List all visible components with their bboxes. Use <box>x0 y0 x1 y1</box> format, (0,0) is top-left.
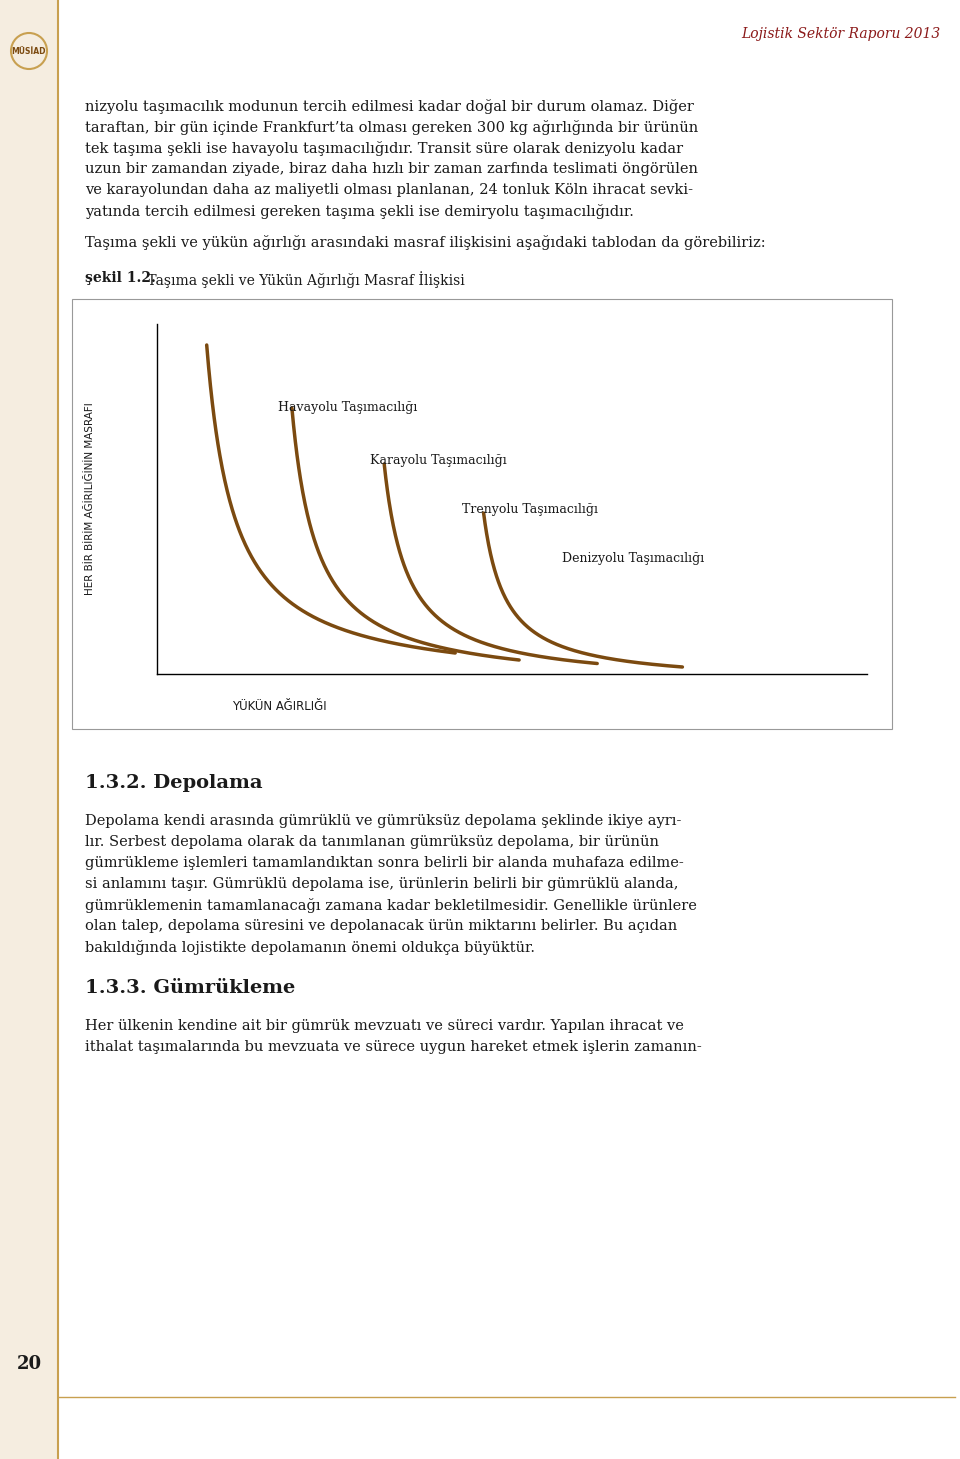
Text: 20: 20 <box>16 1355 41 1373</box>
Text: Lojistik Sektör Raporu 2013: Lojistik Sektör Raporu 2013 <box>741 28 940 41</box>
Text: ithalat taşımalarında bu mevzuata ve sürece uygun hareket etmek işlerin zamanın-: ithalat taşımalarında bu mevzuata ve sür… <box>85 1040 702 1053</box>
Bar <box>72 299 892 730</box>
Text: şekil 1.2.: şekil 1.2. <box>85 271 156 285</box>
Text: gümrükleme işlemleri tamamlandıktan sonra belirli bir alanda muhafaza edilme-: gümrükleme işlemleri tamamlandıktan sonr… <box>85 856 684 870</box>
Text: ve karayolundan daha az maliyetli olması planlanan, 24 tonluk Köln ihracat sevki: ve karayolundan daha az maliyetli olması… <box>85 182 693 197</box>
Text: nizyolu taşımacılık modunun tercih edilmesi kadar doğal bir durum olamaz. Diğer: nizyolu taşımacılık modunun tercih edilm… <box>85 99 694 114</box>
Text: uzun bir zamandan ziyade, biraz daha hızlı bir zaman zarfında teslimati öngörüle: uzun bir zamandan ziyade, biraz daha hız… <box>85 162 698 177</box>
Text: Her ülkenin kendine ait bir gümrük mevzuatı ve süreci vardır. Yapılan ihracat ve: Her ülkenin kendine ait bir gümrük mevzu… <box>85 1018 684 1033</box>
Text: gümrüklemenin tamamlanacağı zamana kadar bekletilmesidir. Genellikle ürünlere: gümrüklemenin tamamlanacağı zamana kadar… <box>85 897 697 913</box>
Text: 1.3.2. Depolama: 1.3.2. Depolama <box>85 775 263 792</box>
Text: yatında tercih edilmesi gereken taşıma şekli ise demiryolu taşımacılığıdır.: yatında tercih edilmesi gereken taşıma ş… <box>85 204 634 219</box>
Text: Karayolu Taşımacılığı: Karayolu Taşımacılığı <box>370 454 507 467</box>
Text: bakıldığında lojistikte depolamanın önemi oldukça büyüktür.: bakıldığında lojistikte depolamanın önem… <box>85 940 535 956</box>
Text: taraftan, bir gün içinde Frankfurt’ta olması gereken 300 kg ağırlığında bir ürün: taraftan, bir gün içinde Frankfurt’ta ol… <box>85 120 698 136</box>
Bar <box>0 0 58 1459</box>
Text: 1.3.3. Gümrükleme: 1.3.3. Gümrükleme <box>85 979 296 996</box>
Text: HER BİR BİRİM AĞİRILIĞİNİN MASRAFI: HER BİR BİRİM AĞİRILIĞİNİN MASRAFI <box>85 403 95 595</box>
Text: Trenyolu Taşımacılığı: Trenyolu Taşımacılığı <box>463 503 598 516</box>
Text: Depolama kendi arasında gümrüklü ve gümrüksüz depolama şeklinde ikiye ayrı-: Depolama kendi arasında gümrüklü ve gümr… <box>85 814 682 829</box>
Text: MÜSİAD: MÜSİAD <box>12 47 46 55</box>
Text: lır. Serbest depolama olarak da tanımlanan gümrüksüz depolama, bir ürünün: lır. Serbest depolama olarak da tanımlan… <box>85 835 659 849</box>
Text: Taşıma şekli ve Yükün Ağırlığı Masraf İlişkisi: Taşıma şekli ve Yükün Ağırlığı Masraf İl… <box>143 271 465 287</box>
Text: YÜKÜN AĞIRLIĞI: YÜKÜN AĞIRLIĞI <box>232 699 326 712</box>
Text: Taşıma şekli ve yükün ağırlığı arasındaki masraf ilişkisini aşağıdaki tablodan d: Taşıma şekli ve yükün ağırlığı arasındak… <box>85 235 766 249</box>
Text: tek taşıma şekli ise havayolu taşımacılığıdır. Transit süre olarak denizyolu kad: tek taşıma şekli ise havayolu taşımacılı… <box>85 142 684 156</box>
Text: Denizyolu Taşımacılığı: Denizyolu Taşımacılığı <box>562 552 704 565</box>
Text: olan talep, depolama süresini ve depolanacak ürün miktarını belirler. Bu açıdan: olan talep, depolama süresini ve depolan… <box>85 919 677 932</box>
Text: si anlamını taşır. Gümrüklü depolama ise, ürünlerin belirli bir gümrüklü alanda,: si anlamını taşır. Gümrüklü depolama ise… <box>85 877 679 891</box>
Text: Havayolu Taşımacılığı: Havayolu Taşımacılığı <box>277 401 417 414</box>
